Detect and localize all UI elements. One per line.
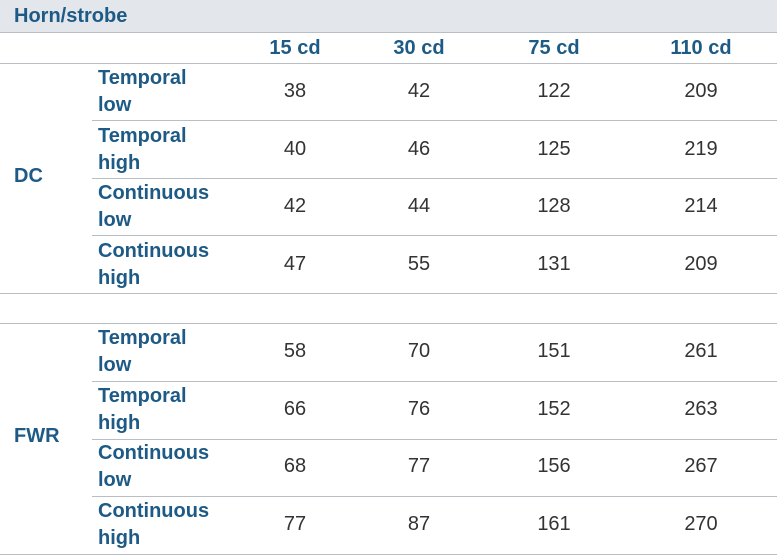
table-cell: 209	[684, 253, 718, 276]
row-divider	[92, 178, 777, 179]
row-divider	[92, 496, 777, 497]
row-label-line-1: Continuous	[98, 182, 210, 205]
table-title: Horn/strobe	[14, 5, 128, 27]
row-divider	[92, 381, 777, 382]
row-label: Continuous low	[98, 440, 278, 494]
row-label-line-2: low	[98, 354, 132, 376]
column-header-15cd: 15 cd	[269, 37, 321, 59]
column-header-30cd: 30 cd	[393, 37, 445, 59]
table-cell: 58	[283, 340, 307, 362]
table-cell: 70	[407, 340, 431, 362]
table-cell: 122	[537, 80, 571, 102]
table-cell: 87	[407, 513, 431, 536]
table-cell: 76	[407, 397, 431, 420]
table-cell: 209	[684, 80, 718, 102]
table-cell: 214	[684, 195, 718, 218]
row-divider	[92, 120, 777, 121]
table-cell: 152	[537, 397, 571, 420]
table-title-bar: Horn/strobe	[0, 0, 777, 33]
table-cell: 267	[684, 455, 718, 478]
group-divider	[0, 293, 777, 294]
column-header-75cd: 75 cd	[528, 37, 580, 59]
group-label-dc: DC	[14, 165, 43, 188]
row-label-line-2: high	[98, 527, 141, 550]
table-cell: 270	[684, 513, 718, 536]
table-cell: 66	[283, 397, 307, 420]
row-label: Continuous high	[98, 498, 278, 552]
table-cell: 68	[283, 455, 307, 478]
row-label-line-2: low	[98, 209, 132, 232]
table-cell: 42	[407, 80, 431, 102]
table-cell: 128	[537, 195, 571, 218]
table-cell: 77	[283, 513, 307, 536]
row-label-line-1: Continuous	[98, 240, 210, 263]
header-divider	[0, 63, 777, 64]
table-cell: 125	[537, 137, 571, 160]
table-cell: 44	[407, 195, 431, 218]
table-cell: 151	[537, 340, 571, 362]
row-label: Continuous high	[98, 238, 278, 292]
table-cell: 40	[283, 137, 307, 160]
row-label: Temporal low	[98, 65, 278, 119]
row-label-line-2: high	[98, 151, 141, 174]
row-label: Temporal high	[98, 123, 278, 177]
table-cell: 46	[407, 137, 431, 160]
table-cell: 263	[684, 397, 718, 420]
row-label-line-1: Temporal	[98, 327, 187, 349]
table-cell: 47	[283, 253, 307, 276]
row-label-line-1: Temporal	[98, 384, 187, 407]
row-label-line-2: high	[98, 267, 141, 290]
table-cell: 261	[684, 340, 718, 362]
row-label-line-1: Continuous	[98, 442, 210, 465]
column-header-110cd: 110 cd	[670, 37, 732, 59]
row-label-line-2: low	[98, 94, 132, 116]
row-divider	[92, 439, 777, 440]
row-label-line-2: low	[98, 469, 132, 492]
row-label: Continuous low	[98, 180, 278, 234]
table-cell: 55	[407, 253, 431, 276]
table-cell: 42	[283, 195, 307, 218]
row-label-line-1: Temporal	[98, 124, 187, 147]
row-label-line-1: Temporal	[98, 67, 187, 89]
row-label: Temporal high	[98, 383, 278, 437]
table-cell: 161	[537, 513, 571, 536]
table-cell: 156	[537, 455, 571, 478]
row-label-line-2: high	[98, 411, 141, 434]
table-cell: 131	[537, 253, 571, 276]
group-divider	[0, 323, 777, 324]
group-label-fwr: FWR	[14, 425, 60, 448]
row-divider	[92, 235, 777, 236]
table-cell: 77	[407, 455, 431, 478]
row-label-line-1: Continuous	[98, 500, 210, 523]
table-cell: 38	[283, 80, 307, 102]
table-cell: 219	[684, 137, 718, 160]
row-label: Temporal low	[98, 325, 278, 379]
